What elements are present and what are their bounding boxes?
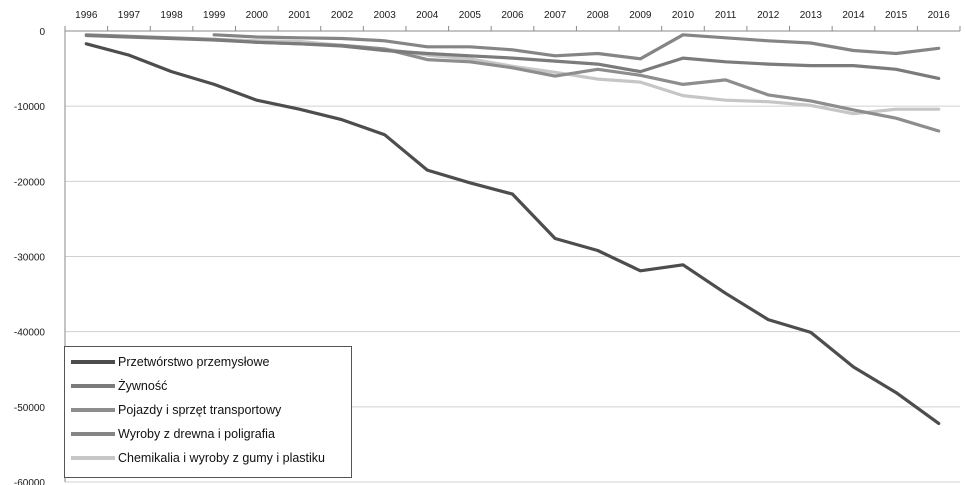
legend-swatch [71,432,115,436]
legend-label: Chemikalia i wyroby z gumy i plastiku [118,451,326,465]
series-line [212,37,941,116]
x-tick-label: 2009 [629,10,652,21]
x-tick-label: 2010 [672,10,695,21]
legend-label: Wyroby z drewna i poligrafia [118,427,275,441]
x-tick-label: 2007 [544,10,567,21]
legend-label: Przetwórstwo przemysłowe [118,355,270,369]
x-tick-label: 2016 [928,10,951,21]
x-tick-label: 2005 [459,10,482,21]
legend-item-chemikalia: Chemikalia i wyroby z gumy i plastiku [71,448,325,468]
x-tick-label: 2003 [374,10,397,21]
y-tick-label: -60000 [14,478,46,485]
x-tick-label: 2006 [501,10,524,21]
series-line [84,42,941,425]
x-tick-label: 1997 [118,10,141,21]
series-line [212,33,941,61]
legend-item-zywnosc: Żywność [71,376,167,396]
y-tick-label: 0 [39,27,45,38]
legend-item-przetworstwo: Przetwórstwo przemysłowe [71,352,269,372]
y-axis-tick-labels: 0 -10000 -20000 -30000 -40000 -50000 -60000 [14,27,46,485]
legend-swatch [71,384,115,388]
x-tick-label: 2008 [587,10,610,21]
chart-legend: Przetwórstwo przemysłowe Żywność Pojazdy… [64,346,352,478]
x-tick-label: 1996 [75,10,98,21]
x-tick-label: 2001 [288,10,311,21]
x-tick-label: 2014 [842,10,865,21]
x-tick-label: 1998 [160,10,183,21]
x-tick-label: 2000 [246,10,269,21]
legend-swatch [71,360,115,364]
legend-item-wyroby-z-drewna: Wyroby z drewna i poligrafia [71,424,275,444]
legend-label: Pojazdy i sprzęt transportowy [118,403,282,417]
x-tick-label: 2013 [800,10,823,21]
x-tick-label: 2015 [885,10,908,21]
series-line [84,33,941,81]
y-tick-label: -20000 [14,177,46,188]
y-tick-label: -30000 [14,253,46,264]
legend-swatch [71,408,115,412]
x-axis-tick-labels: 1996 1997 1998 1999 2000 2001 2002 2003 2004 2005… [75,10,950,21]
legend-swatch [71,456,115,460]
legend-label: Żywność [118,379,168,393]
series-lines [84,33,941,425]
x-tick-label: 2004 [416,10,439,21]
legend-item-pojazdy: Pojazdy i sprzęt transportowy [71,400,281,420]
y-tick-label: -50000 [14,403,46,414]
x-tick-label: 2002 [331,10,354,21]
x-tick-label: 1999 [203,10,226,21]
y-tick-label: -40000 [14,328,46,339]
x-tick-label: 2011 [715,10,737,21]
y-tick-label: -10000 [14,102,46,113]
x-tick-label: 2012 [757,10,780,21]
